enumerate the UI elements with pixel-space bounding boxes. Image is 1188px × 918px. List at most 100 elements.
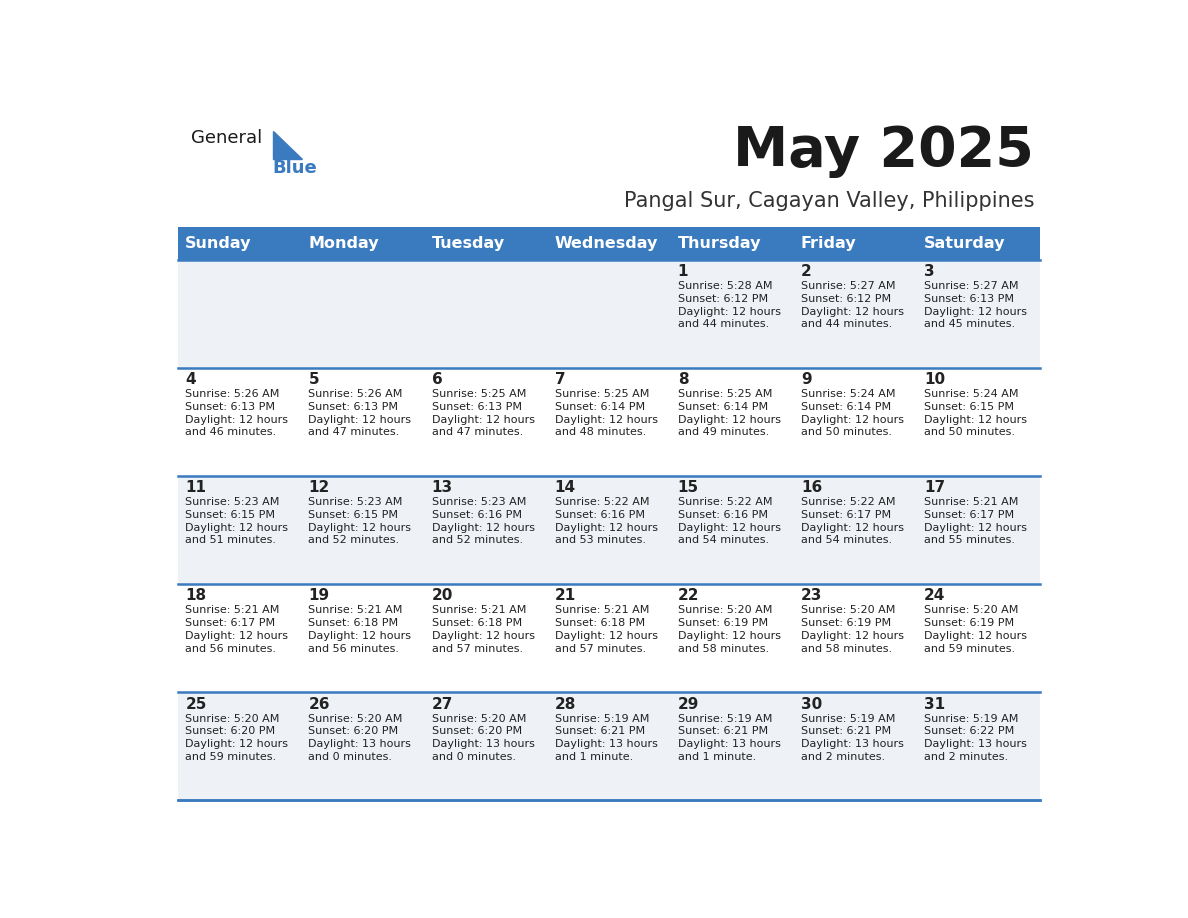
Text: Sunrise: 5:26 AM: Sunrise: 5:26 AM — [309, 389, 403, 399]
Text: 24: 24 — [924, 588, 946, 603]
Text: Sunrise: 5:22 AM: Sunrise: 5:22 AM — [678, 498, 772, 508]
Text: Daylight: 12 hours: Daylight: 12 hours — [555, 415, 658, 425]
Text: Sunrise: 5:20 AM: Sunrise: 5:20 AM — [678, 606, 772, 615]
Text: Daylight: 12 hours: Daylight: 12 hours — [185, 415, 289, 425]
Text: Sunset: 6:17 PM: Sunset: 6:17 PM — [801, 510, 891, 520]
Text: Sunset: 6:19 PM: Sunset: 6:19 PM — [924, 618, 1015, 628]
Text: Sunset: 6:15 PM: Sunset: 6:15 PM — [185, 510, 276, 520]
Text: 28: 28 — [555, 697, 576, 711]
Text: Sunset: 6:20 PM: Sunset: 6:20 PM — [431, 726, 522, 736]
Text: Blue: Blue — [272, 159, 317, 176]
Text: Sunset: 6:13 PM: Sunset: 6:13 PM — [309, 402, 398, 412]
Text: Sunrise: 5:19 AM: Sunrise: 5:19 AM — [678, 713, 772, 723]
Text: 20: 20 — [431, 588, 453, 603]
Bar — [178, 367, 1040, 476]
Text: Daylight: 12 hours: Daylight: 12 hours — [431, 522, 535, 532]
Text: 11: 11 — [185, 480, 207, 496]
Text: Daylight: 12 hours: Daylight: 12 hours — [309, 631, 411, 641]
Text: Sunrise: 5:22 AM: Sunrise: 5:22 AM — [555, 498, 649, 508]
Text: Daylight: 13 hours: Daylight: 13 hours — [555, 739, 657, 749]
Text: and 51 minutes.: and 51 minutes. — [185, 535, 277, 545]
Text: Sunrise: 5:25 AM: Sunrise: 5:25 AM — [555, 389, 649, 399]
Text: Sunset: 6:15 PM: Sunset: 6:15 PM — [309, 510, 398, 520]
Bar — [424, 227, 548, 260]
Text: 2: 2 — [801, 264, 811, 279]
Text: Daylight: 13 hours: Daylight: 13 hours — [924, 739, 1026, 749]
Text: Daylight: 12 hours: Daylight: 12 hours — [801, 631, 904, 641]
Text: Sunrise: 5:27 AM: Sunrise: 5:27 AM — [924, 281, 1018, 291]
Text: Sunrise: 5:26 AM: Sunrise: 5:26 AM — [185, 389, 279, 399]
Text: 29: 29 — [678, 697, 700, 711]
Text: Sunrise: 5:19 AM: Sunrise: 5:19 AM — [555, 713, 649, 723]
Text: Sunrise: 5:19 AM: Sunrise: 5:19 AM — [801, 713, 896, 723]
Bar — [178, 584, 1040, 692]
Text: Sunrise: 5:27 AM: Sunrise: 5:27 AM — [801, 281, 896, 291]
Text: and 56 minutes.: and 56 minutes. — [309, 644, 399, 654]
Text: Sunrise: 5:25 AM: Sunrise: 5:25 AM — [678, 389, 772, 399]
Text: 19: 19 — [309, 588, 329, 603]
Text: and 48 minutes.: and 48 minutes. — [555, 427, 646, 437]
Text: and 44 minutes.: and 44 minutes. — [801, 319, 892, 330]
Text: 17: 17 — [924, 480, 946, 496]
Text: Tuesday: Tuesday — [431, 236, 505, 251]
Text: Daylight: 13 hours: Daylight: 13 hours — [431, 739, 535, 749]
Text: 9: 9 — [801, 373, 811, 387]
Text: Daylight: 12 hours: Daylight: 12 hours — [185, 739, 289, 749]
Text: Sunset: 6:21 PM: Sunset: 6:21 PM — [678, 726, 767, 736]
Text: Daylight: 12 hours: Daylight: 12 hours — [924, 307, 1026, 317]
Text: Sunrise: 5:20 AM: Sunrise: 5:20 AM — [801, 606, 896, 615]
Text: Sunset: 6:22 PM: Sunset: 6:22 PM — [924, 726, 1015, 736]
Text: 13: 13 — [431, 480, 453, 496]
Text: and 58 minutes.: and 58 minutes. — [678, 644, 769, 654]
Text: 21: 21 — [555, 588, 576, 603]
Text: Sunset: 6:17 PM: Sunset: 6:17 PM — [924, 510, 1015, 520]
Text: 3: 3 — [924, 264, 935, 279]
Text: Sunrise: 5:20 AM: Sunrise: 5:20 AM — [924, 606, 1018, 615]
Text: and 53 minutes.: and 53 minutes. — [555, 535, 646, 545]
Text: Daylight: 13 hours: Daylight: 13 hours — [801, 739, 904, 749]
Text: and 2 minutes.: and 2 minutes. — [801, 752, 885, 762]
Text: 23: 23 — [801, 588, 822, 603]
Text: 6: 6 — [431, 373, 442, 387]
Text: Sunrise: 5:20 AM: Sunrise: 5:20 AM — [185, 713, 279, 723]
Text: Sunset: 6:21 PM: Sunset: 6:21 PM — [555, 726, 645, 736]
Bar — [670, 227, 794, 260]
Text: May 2025: May 2025 — [733, 124, 1035, 178]
Text: Sunset: 6:16 PM: Sunset: 6:16 PM — [431, 510, 522, 520]
Text: and 54 minutes.: and 54 minutes. — [801, 535, 892, 545]
Text: Sunset: 6:18 PM: Sunset: 6:18 PM — [309, 618, 399, 628]
Text: and 45 minutes.: and 45 minutes. — [924, 319, 1016, 330]
Text: Sunset: 6:12 PM: Sunset: 6:12 PM — [678, 294, 767, 304]
Text: 1: 1 — [678, 264, 688, 279]
Text: and 54 minutes.: and 54 minutes. — [678, 535, 769, 545]
Polygon shape — [272, 131, 302, 159]
Text: Sunrise: 5:28 AM: Sunrise: 5:28 AM — [678, 281, 772, 291]
Text: Sunrise: 5:24 AM: Sunrise: 5:24 AM — [801, 389, 896, 399]
Text: 27: 27 — [431, 697, 453, 711]
Text: Sunset: 6:20 PM: Sunset: 6:20 PM — [185, 726, 276, 736]
Text: Daylight: 13 hours: Daylight: 13 hours — [309, 739, 411, 749]
Text: Sunset: 6:14 PM: Sunset: 6:14 PM — [801, 402, 891, 412]
Text: 5: 5 — [309, 373, 320, 387]
Text: Sunset: 6:12 PM: Sunset: 6:12 PM — [801, 294, 891, 304]
Text: 30: 30 — [801, 697, 822, 711]
Text: Daylight: 12 hours: Daylight: 12 hours — [924, 415, 1026, 425]
Text: and 47 minutes.: and 47 minutes. — [309, 427, 399, 437]
Text: and 50 minutes.: and 50 minutes. — [924, 427, 1015, 437]
Text: Daylight: 12 hours: Daylight: 12 hours — [678, 307, 781, 317]
Text: Sunday: Sunday — [185, 236, 252, 251]
Text: Sunrise: 5:21 AM: Sunrise: 5:21 AM — [431, 606, 526, 615]
Text: 4: 4 — [185, 373, 196, 387]
Text: Sunrise: 5:23 AM: Sunrise: 5:23 AM — [431, 498, 526, 508]
Text: Daylight: 12 hours: Daylight: 12 hours — [309, 415, 411, 425]
Text: Daylight: 12 hours: Daylight: 12 hours — [801, 522, 904, 532]
Text: Sunset: 6:18 PM: Sunset: 6:18 PM — [431, 618, 522, 628]
Text: Daylight: 12 hours: Daylight: 12 hours — [555, 522, 658, 532]
Text: Sunrise: 5:21 AM: Sunrise: 5:21 AM — [924, 498, 1018, 508]
Bar — [178, 227, 301, 260]
Text: Sunset: 6:19 PM: Sunset: 6:19 PM — [678, 618, 767, 628]
Text: Daylight: 12 hours: Daylight: 12 hours — [801, 307, 904, 317]
Text: 31: 31 — [924, 697, 946, 711]
Text: Sunrise: 5:21 AM: Sunrise: 5:21 AM — [555, 606, 649, 615]
Text: Sunset: 6:13 PM: Sunset: 6:13 PM — [185, 402, 276, 412]
